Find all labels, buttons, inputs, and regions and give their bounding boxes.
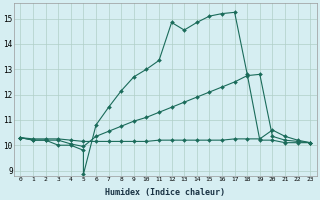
X-axis label: Humidex (Indice chaleur): Humidex (Indice chaleur): [105, 188, 225, 197]
